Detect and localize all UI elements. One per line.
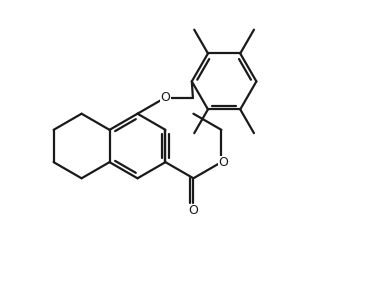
Text: O: O <box>161 91 170 104</box>
Text: O: O <box>189 204 198 217</box>
Text: O: O <box>218 156 228 169</box>
